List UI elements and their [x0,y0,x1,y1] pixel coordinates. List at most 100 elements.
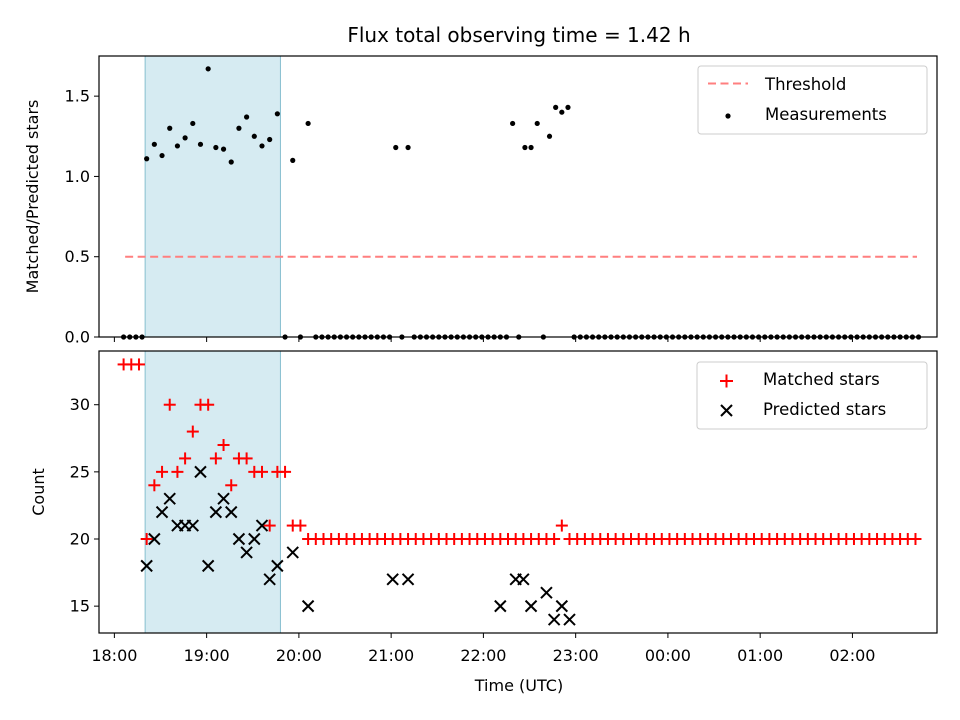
measurement-point [522,144,528,151]
measurement-point [405,144,411,151]
count-panel-frame [98,350,938,634]
x-tick-label: 20:00 [276,646,322,665]
observing-window-span [144,55,281,338]
measurement-point [559,109,565,115]
predicted-star-point [271,559,284,573]
matched-star-point [909,533,922,545]
x-tick-label: 02:00 [829,646,875,665]
measurement-point [267,136,273,143]
legend-measurements-swatch [725,113,731,119]
count-legend-box [696,361,928,430]
predicted-star-point [155,505,169,519]
ratio-legend-box [697,65,928,135]
matched-star-point [171,465,184,478]
measurement-point [510,120,516,127]
count-x-axis: 18:00 19:00 20:00 21:00 22:00 23:00 00:00 01:00… [91,633,875,665]
matched-star-point [179,452,192,465]
x-tick-label: 00:00 [645,646,691,665]
predicted-star-point [386,573,399,586]
measurement-point [151,141,157,147]
x-tick-label: 19:00 [184,646,230,665]
predicted-star-point [148,532,161,546]
matched-star-point [140,533,153,545]
ratio-y-axis-label: Matched/Predicted stars [23,100,42,294]
predicted-star-point [494,599,507,613]
predicted-star-point [540,586,553,599]
measurement-point [546,133,553,139]
matched-star-point [148,479,161,492]
measurement-point [205,66,211,72]
measurement-point [553,104,559,110]
matched-stars-series [117,358,922,545]
ratio-y-axis: 0.0 0.5 1.0 1.5 [65,87,99,347]
measurement-point [144,156,150,162]
matched-star-point [548,533,561,545]
chart-title: Flux total observing time = 1.42 h [347,23,690,47]
matched-star-point [209,452,222,465]
measurement-point [190,120,196,127]
x-tick-label: 18:00 [91,646,137,665]
observing-window-span [144,350,281,634]
count-legend: Matched stars Predicted stars [696,361,928,430]
predicted-star-point [517,573,530,586]
measurement-point [251,133,257,139]
y-tick-label: 0.5 [65,247,90,266]
matched-star-point [279,465,292,478]
predicted-star-point [286,546,299,559]
measurement-point [159,152,165,159]
matched-star-point [225,479,238,492]
measurement-point [244,114,250,120]
measurements-series [121,66,922,340]
predicted-star-point [248,532,261,546]
matched-star-point [156,465,169,478]
predicted-star-point [217,492,230,505]
measurement-point [528,144,534,151]
ratio-panel-frame [98,55,938,338]
measurement-point [213,144,219,151]
y-tick-label: 15 [70,597,90,616]
legend-measurements-label: Measurements [765,105,887,124]
predicted-star-point [401,573,415,586]
ratio-panel: 0.0 0.5 1.0 1.5 Matched/Predicted stars Thr… [23,55,938,347]
count-y-axis: 15 20 25 30 [70,395,99,616]
predicted-star-point [163,492,176,505]
predicted-star-point [232,532,246,546]
predicted-star-point [186,519,200,532]
x-tick-label: 23:00 [553,646,599,665]
predicted-star-point [140,559,153,573]
measurement-point [174,143,181,149]
x-tick-label: 01:00 [737,646,783,665]
measurement-point [236,125,242,131]
y-tick-label: 25 [70,462,90,481]
y-tick-label: 20 [70,530,90,549]
matched-star-point [263,519,276,532]
measurement-point [565,104,571,110]
count-panel: 15 20 25 30 18:00 19:00 20:00 21:00 22:00 23:00 0… [29,350,938,665]
measurement-point [228,159,234,165]
y-tick-label: 30 [70,395,90,414]
ratio-legend: Threshold Measurements [697,65,928,135]
predicted-star-point [263,573,276,586]
measurement-point [197,141,204,147]
predicted-star-point [225,505,238,519]
predicted-star-point [547,613,561,626]
predicted-star-point [563,613,576,626]
predicted-star-point [209,505,223,519]
x-tick-label: 22:00 [460,646,506,665]
matched-star-point [132,358,145,371]
legend-threshold-label: Threshold [764,75,846,94]
measurement-point [305,120,311,127]
matched-star-point [555,519,568,532]
measurement-point [274,111,280,117]
y-tick-label: 1.0 [65,167,90,186]
ratio-x-axis [113,337,853,342]
measurement-point [534,120,540,127]
matched-star-point [186,425,199,438]
measurement-point [290,157,296,163]
x-axis-label: Time (UTC) [474,676,563,695]
y-tick-label: 1.5 [65,87,90,106]
predicted-star-point [201,559,215,573]
matched-star-point [255,465,268,478]
matched-star-point [217,439,230,451]
